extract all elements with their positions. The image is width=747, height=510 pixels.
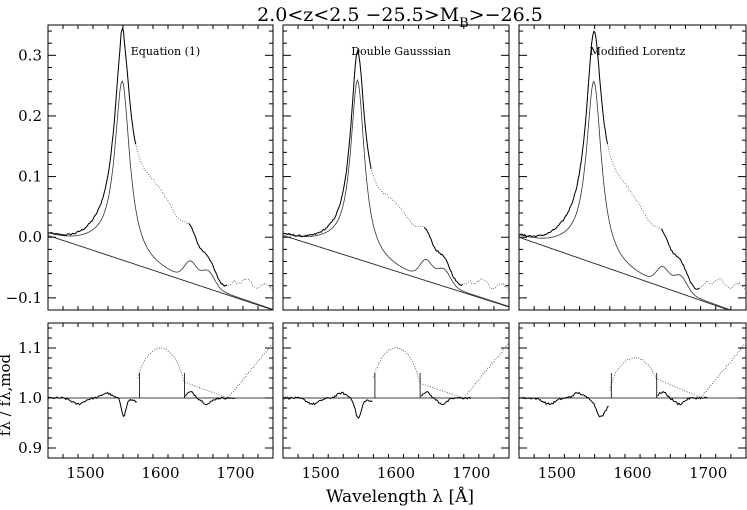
residual-line	[420, 391, 471, 405]
spectrum-fit-region	[423, 226, 464, 286]
panel-title: Double Gausssian	[351, 45, 451, 58]
x-tick-label: 1500	[538, 464, 576, 482]
residual-line	[48, 391, 138, 418]
x-tick-label: 1600	[613, 464, 651, 482]
spectrum-fit-region	[188, 223, 228, 287]
continuum-line	[519, 236, 730, 310]
spectrum-fit-region	[519, 30, 608, 238]
spectrum-data-line	[283, 49, 509, 293]
panel-6: 1500 1600 1700	[518, 322, 747, 482]
continuum-line	[283, 234, 509, 308]
panel-frame	[282, 24, 510, 311]
residual-masked-line	[609, 342, 746, 399]
spectrum-fit-region	[283, 49, 372, 238]
x-tick-label: 1500	[302, 464, 340, 482]
panel-frame	[282, 322, 510, 459]
spectrum-data-line	[48, 27, 273, 292]
panel-title: Modified Lorentz	[590, 45, 686, 58]
x-tick-label: 1700	[452, 464, 490, 482]
spectrum-data-line	[519, 30, 746, 292]
spectrum-fit-region	[660, 228, 700, 290]
residual-masked-line	[137, 343, 273, 399]
figure-title-subscript: B	[459, 16, 469, 31]
y-tick-label: 0.2	[18, 107, 42, 125]
x-tick-label: 1700	[216, 464, 254, 482]
panel-4: 1500 1600 1700 0.9 1.0 1.1	[18, 322, 274, 482]
figure-title: 2.0<z<2.5 −25.5>MB>−26.5	[257, 4, 543, 31]
continuum-line	[48, 234, 273, 310]
y-tick-label: 0.9	[18, 439, 42, 457]
model-line	[283, 78, 509, 307]
spectrum-fit-region	[48, 27, 137, 236]
x-tick-label: 1600	[141, 464, 179, 482]
panel-frame	[518, 322, 747, 459]
panel-title: Equation (1)	[131, 45, 200, 58]
panel-2: Double Gausssian	[282, 24, 510, 311]
model-line	[48, 80, 273, 310]
x-tick-label: 1600	[377, 464, 415, 482]
panel-1: −0.1 0.0 0.1 0.2 0.3 Equation (1)	[6, 24, 274, 311]
y-tick-label: 0.1	[18, 168, 42, 186]
y-tick-label: 1.1	[18, 339, 42, 357]
figure-title-tail: >−26.5	[469, 4, 543, 26]
y-tick-label: 0.0	[18, 228, 42, 246]
y-tick-label: −0.1	[6, 289, 42, 307]
residual-line	[519, 391, 609, 418]
panel-frame	[518, 24, 747, 311]
residual-line	[283, 391, 373, 419]
residual-line	[184, 391, 235, 406]
panel-frame	[47, 322, 274, 459]
residual-y-axis-label: fλ / fλ,mod	[0, 353, 14, 436]
panel-5: 1500 1600 1700	[282, 322, 510, 482]
x-tick-label: 1500	[66, 464, 104, 482]
residual-masked-line	[372, 342, 509, 399]
panel-3: Modified Lorentz	[518, 24, 747, 311]
y-tick-label: 0.3	[18, 46, 42, 64]
x-axis-label: Wavelength λ [Å]	[326, 486, 474, 507]
model-line	[519, 80, 732, 310]
panel-frame	[47, 24, 274, 311]
residual-line	[657, 391, 708, 406]
x-tick-label: 1700	[689, 464, 727, 482]
y-tick-label: 1.0	[18, 389, 42, 407]
figure-title-main: 2.0<z<2.5 −25.5>M	[257, 4, 459, 26]
